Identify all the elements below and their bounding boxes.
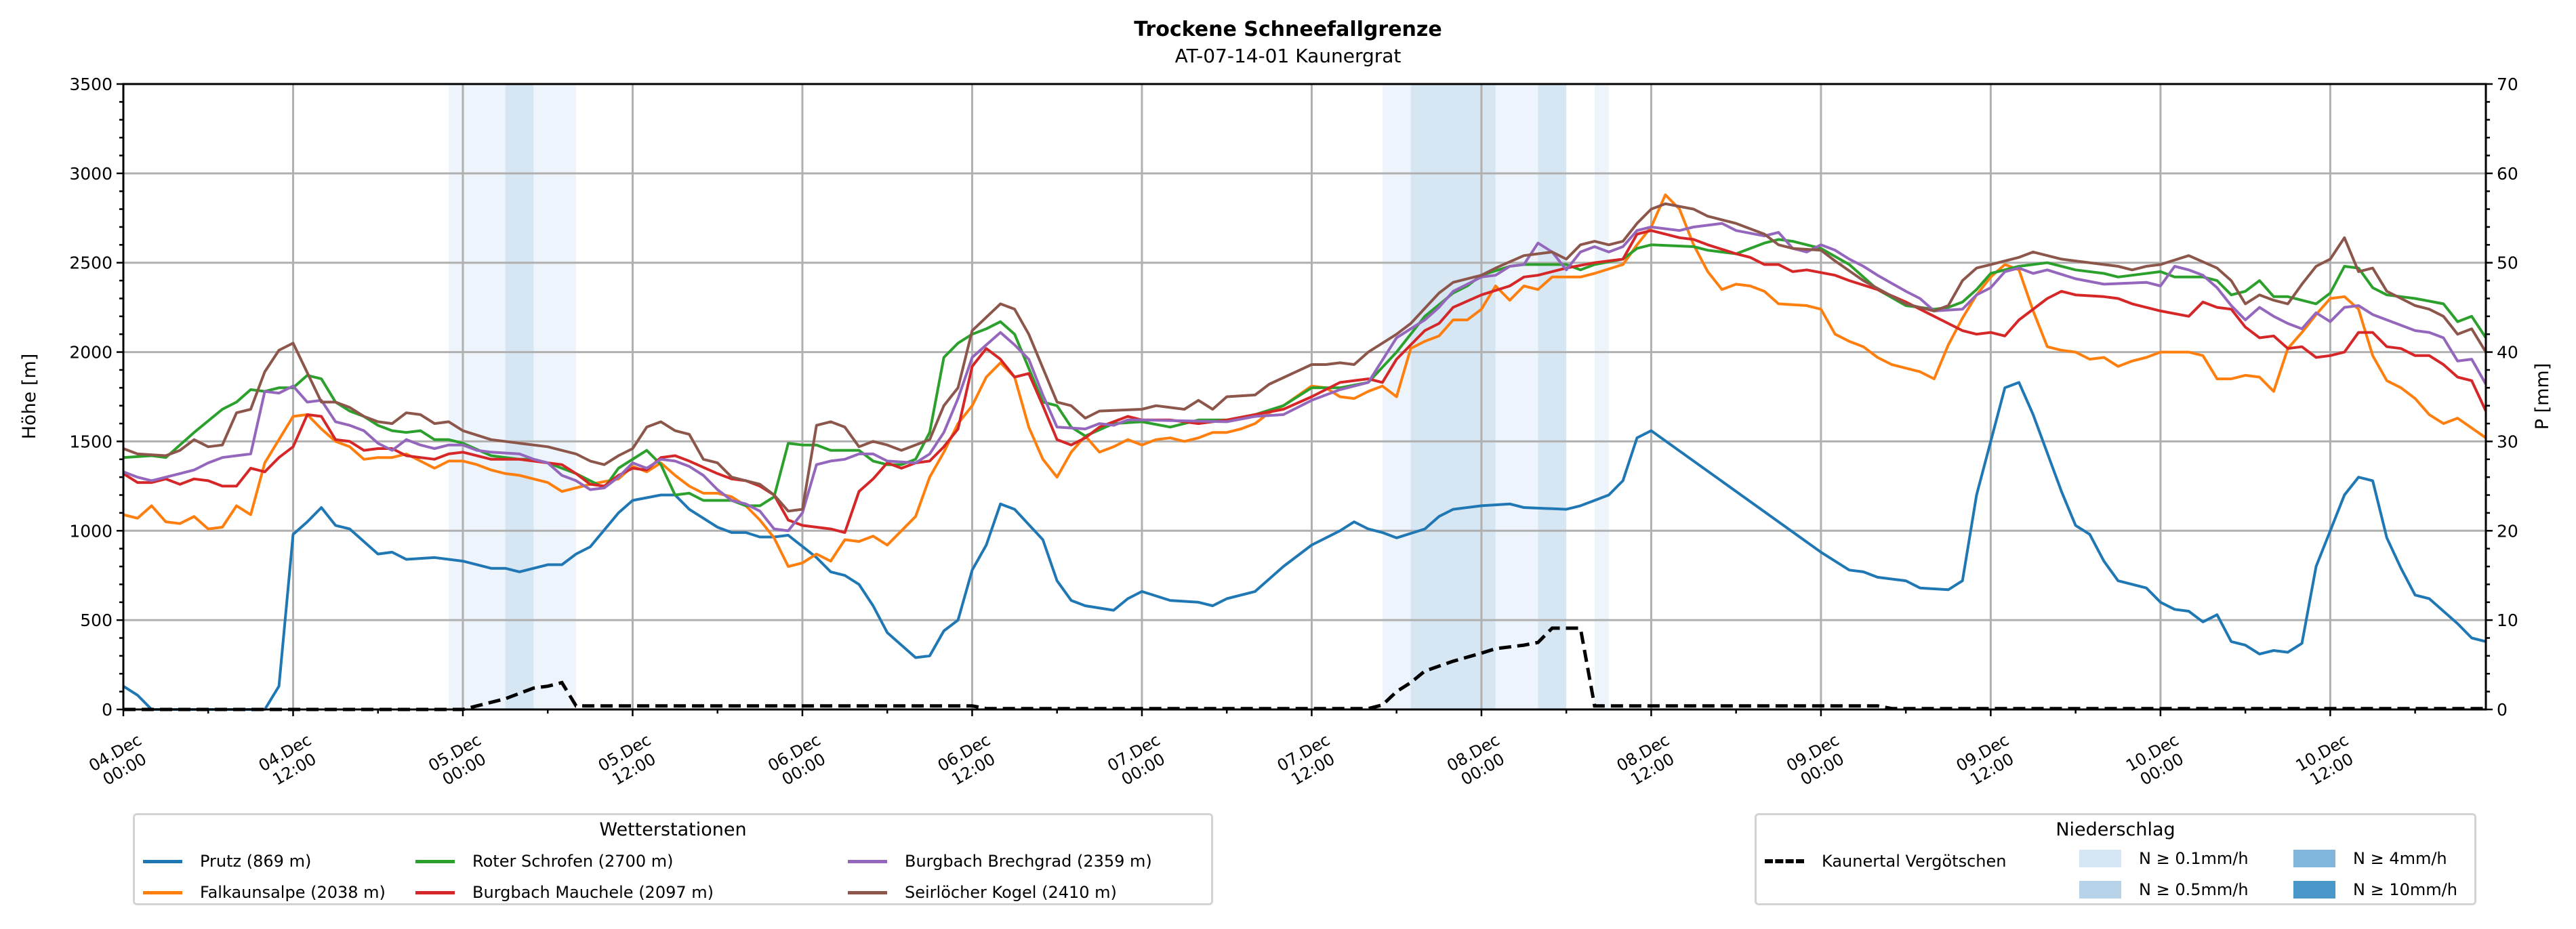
series-line-seirl-cher-kogel-2410-m bbox=[123, 202, 2487, 513]
legend-patch bbox=[2293, 850, 2335, 867]
series-line-prutz-869-m bbox=[122, 381, 2487, 711]
legend-item-kaunertal: Kaunertal Vergötschen bbox=[1765, 852, 2006, 871]
legend-label: N ≥ 10mm/h bbox=[2353, 880, 2457, 899]
y2-tick-label: 40 bbox=[2497, 343, 2518, 363]
y2-tick-label: 50 bbox=[2497, 253, 2518, 273]
series-lines bbox=[122, 193, 2487, 711]
legend-line bbox=[415, 890, 455, 894]
legend-precipitation: Niederschlag Kaunertal Vergötschen N ≥ 0… bbox=[1755, 813, 2476, 905]
legend-label: Falkaunsalpe (2038 m) bbox=[200, 883, 386, 902]
y2-tick-label: 30 bbox=[2497, 432, 2518, 451]
y-tick-label: 1000 bbox=[69, 521, 113, 541]
precipitation-line bbox=[123, 626, 2486, 711]
y2-axis-label: P [mm] bbox=[2532, 363, 2553, 430]
legend-item-falkaunsalpe: Falkaunsalpe (2038 m) bbox=[143, 883, 386, 902]
y2-tick-label: 70 bbox=[2497, 75, 2518, 94]
precipitation-bands bbox=[449, 84, 1609, 709]
legend-patch bbox=[2079, 850, 2121, 867]
legend-line bbox=[848, 890, 887, 894]
legend-line bbox=[848, 859, 887, 863]
y2-tick-label: 0 bbox=[2497, 700, 2508, 720]
legend-item-n05: N ≥ 0.5mm/h bbox=[2079, 880, 2249, 899]
legend-item-burgbach-brechgrad: Burgbach Brechgrad (2359 m) bbox=[848, 852, 1152, 871]
legend-stations: Wetterstationen Prutz (869 m) Falkaunsal… bbox=[133, 813, 1213, 905]
legend-label: Burgbach Mauchele (2097 m) bbox=[472, 883, 714, 902]
precip-band bbox=[1410, 84, 1496, 709]
legend-item-prutz: Prutz (869 m) bbox=[143, 852, 311, 871]
y-tick-label: 1500 bbox=[69, 432, 113, 451]
legend-line bbox=[143, 859, 182, 863]
legend-stations-title: Wetterstationen bbox=[599, 819, 747, 840]
legend-label: Kaunertal Vergötschen bbox=[1822, 852, 2007, 871]
legend-precip-title: Niederschlag bbox=[2056, 819, 2175, 840]
series-line-burgbach-brechgrad-2359-m bbox=[123, 222, 2487, 533]
legend-patch bbox=[2293, 881, 2335, 899]
y2-tick-label: 20 bbox=[2497, 521, 2518, 541]
legend-label: Prutz (869 m) bbox=[200, 852, 312, 871]
chart-title: Trockene Schneefallgrenze bbox=[1134, 18, 1442, 41]
y-tick-label: 0 bbox=[102, 700, 113, 720]
chart-subtitle: AT-07-14-01 Kaunergrat bbox=[1174, 45, 1402, 67]
legend-patch bbox=[2079, 881, 2121, 899]
legend-label: Roter Schrofen (2700 m) bbox=[472, 852, 674, 871]
legend-label: N ≥ 0.5mm/h bbox=[2139, 880, 2249, 899]
precip-band bbox=[1495, 84, 1538, 709]
y2-tick-label: 60 bbox=[2497, 164, 2518, 184]
legend-item-n4: N ≥ 4mm/h bbox=[2293, 849, 2447, 868]
legend-line bbox=[143, 890, 182, 894]
y-tick-label: 3000 bbox=[69, 164, 113, 184]
legend-label: Seirlöcher Kogel (2410 m) bbox=[905, 883, 1117, 902]
legend-item-burgbach-mauchele: Burgbach Mauchele (2097 m) bbox=[415, 883, 714, 902]
precip-band bbox=[1594, 84, 1609, 709]
y-tick-label: 3500 bbox=[69, 75, 113, 94]
y-axis-label: Höhe [m] bbox=[19, 354, 40, 440]
legend-item-seirloecher-kogel: Seirlöcher Kogel (2410 m) bbox=[848, 883, 1117, 902]
legend-item-n10: N ≥ 10mm/h bbox=[2293, 880, 2457, 899]
legend-item-roter-schrofen: Roter Schrofen (2700 m) bbox=[415, 852, 673, 871]
legend-label: Burgbach Brechgrad (2359 m) bbox=[905, 852, 1152, 871]
y-tick-label: 2000 bbox=[69, 343, 113, 363]
legend-item-n01: N ≥ 0.1mm/h bbox=[2079, 849, 2249, 868]
precip-band bbox=[1538, 84, 1567, 709]
series-line-roter-schrofen-2700-m bbox=[123, 238, 2487, 508]
y-tick-label: 2500 bbox=[69, 253, 113, 273]
legend-dashed-line bbox=[1765, 859, 1804, 863]
legend-label: N ≥ 0.1mm/h bbox=[2139, 849, 2249, 868]
legend-label: N ≥ 4mm/h bbox=[2353, 849, 2447, 868]
precip-band bbox=[505, 84, 534, 709]
y-tick-label: 500 bbox=[80, 611, 113, 630]
y2-tick-label: 10 bbox=[2497, 611, 2518, 630]
legend-line bbox=[415, 859, 455, 863]
plot-frame bbox=[122, 83, 2487, 711]
